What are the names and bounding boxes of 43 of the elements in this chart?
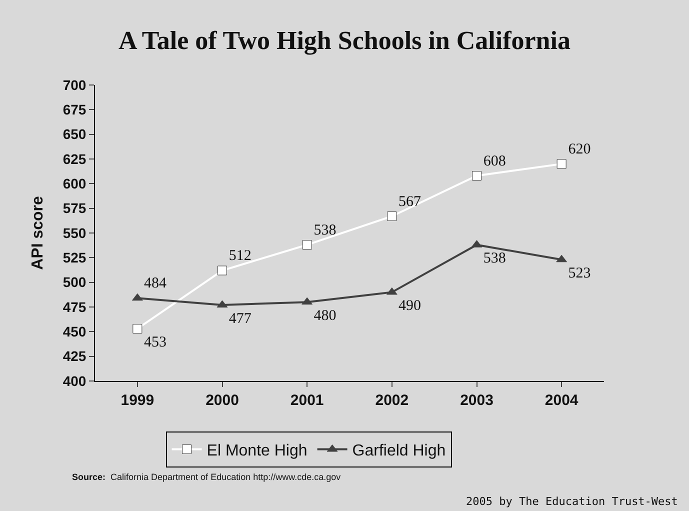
data-label: 512 — [228, 248, 252, 264]
chart-title: A Tale of Two High Schools in California — [118, 26, 570, 55]
data-label: 484 — [144, 276, 168, 292]
y-tick-label: 600 — [62, 176, 86, 192]
y-tick-label: 550 — [62, 224, 86, 241]
data-label: 477 — [228, 310, 252, 327]
y-tick-label: 575 — [62, 200, 86, 216]
x-tick-label: 2004 — [544, 392, 579, 409]
x-tick-label: 1999 — [120, 392, 154, 409]
x-tick-label: 2000 — [206, 392, 239, 409]
y-tick-label: 700 — [62, 76, 86, 93]
data-label: 538 — [483, 250, 506, 267]
point — [132, 324, 142, 334]
data-label: 490 — [398, 298, 422, 314]
source-note: Source: California Department of Education http://www.cde.ca.gov — [72, 472, 342, 482]
y-tick-label: 675 — [62, 102, 86, 118]
y-tick-label: 425 — [62, 348, 86, 364]
y-tick-label: 400 — [62, 372, 86, 389]
data-label: 453 — [144, 334, 167, 351]
x-tick-label: 2001 — [290, 392, 324, 409]
legend-label: El Monte High — [206, 442, 308, 460]
data-label: 480 — [314, 308, 336, 324]
point — [472, 171, 482, 181]
data-label: 538 — [314, 222, 336, 238]
point — [387, 211, 397, 221]
x-tick-label: 2003 — [460, 392, 494, 409]
point — [218, 266, 227, 276]
data-label: 567 — [398, 194, 422, 210]
x-tick-label: 2002 — [375, 392, 409, 409]
y-tick-label: 500 — [62, 274, 86, 290]
y-axis-title: API score — [30, 196, 47, 270]
y-tick-label: 450 — [62, 324, 86, 340]
legend-label: Garfield High — [352, 442, 446, 460]
y-tick-label: 650 — [62, 126, 86, 142]
data-label: 523 — [568, 266, 591, 282]
point — [302, 240, 312, 250]
data-label: 608 — [483, 153, 506, 170]
y-tick-label: 525 — [62, 250, 86, 266]
y-tick-label: 625 — [62, 150, 86, 167]
text: 2005 by The Education Trust-West — [466, 495, 678, 508]
data-label: 620 — [568, 142, 591, 158]
point — [556, 159, 566, 169]
y-tick-label: 475 — [62, 298, 86, 315]
